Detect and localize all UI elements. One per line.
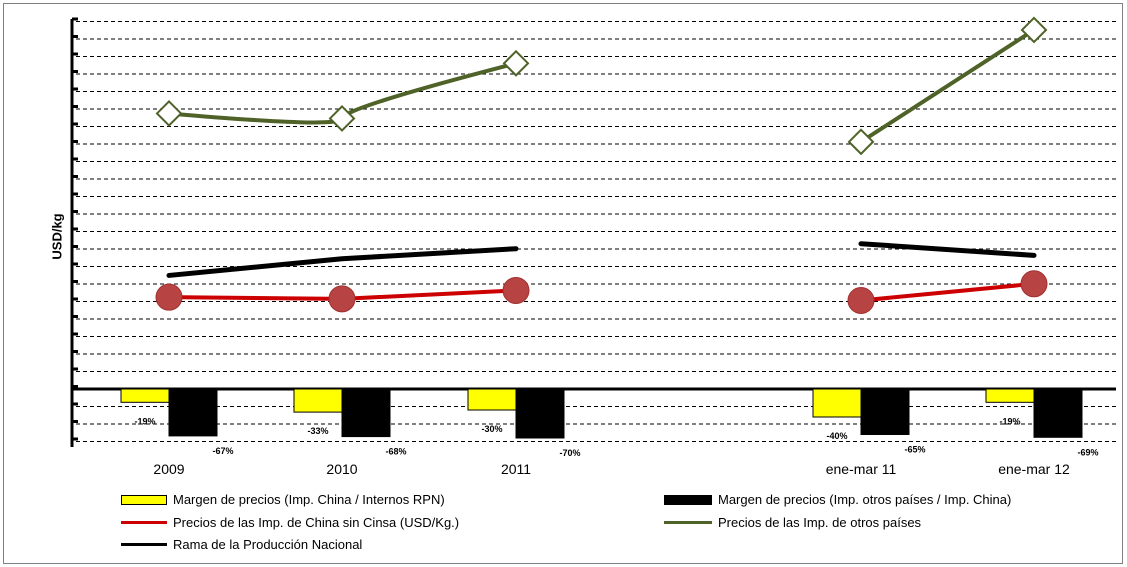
x-tick-label: ene-mar 11 (826, 461, 897, 477)
bar-data-label: -68% (385, 447, 406, 457)
legend-label: Margen de precios (Imp. otros países / I… (718, 492, 1012, 507)
legend-swatch-black-bar (664, 494, 712, 505)
legend-item-china-prices: Precios de las Imp. de China sin Cinsa (… (121, 515, 459, 530)
bar-data-label: -40% (826, 431, 847, 441)
legend-item-other-prices: Precios de las Imp. de otros países (664, 515, 921, 530)
legend-item-margin-china: Margen de precios (Imp. China / Internos… (121, 492, 445, 507)
bar-margin-china (467, 388, 517, 411)
bar-data-label: -33% (307, 426, 328, 436)
bar-margin-others (860, 388, 910, 435)
x-tick-label: 2011 (501, 461, 531, 477)
data-point-diamond (847, 128, 875, 156)
bar-data-label: -30% (481, 424, 502, 434)
legend-label: Precios de las Imp. de China sin Cinsa (… (173, 515, 460, 530)
data-point-diamond (328, 105, 356, 132)
bar-data-label: -19% (999, 416, 1020, 426)
legend-swatch-yellow-bar (121, 494, 167, 505)
data-point-circle (847, 286, 875, 314)
x-tick-label: 2010 (326, 461, 357, 477)
bar-data-label: -19% (134, 416, 155, 426)
data-point-circle (1020, 270, 1048, 298)
bar-data-label: -67% (212, 446, 233, 456)
chart-frame: -19% -33% -30% -40% -19% -67% -68% -70% -65% -69%… (3, 3, 1123, 564)
bar-margin-others (515, 388, 565, 439)
bar-margin-china (985, 388, 1035, 403)
data-point-circle (328, 285, 356, 313)
data-point-diamond (1020, 16, 1048, 44)
legend-label: Margen de precios (Imp. China / Internos… (173, 492, 445, 507)
bar-data-label: -65% (904, 445, 925, 455)
data-point-diamond (502, 49, 530, 77)
bar-margin-china (293, 388, 343, 413)
data-point-circle (155, 283, 183, 311)
legend-swatch-red-line (121, 521, 167, 524)
series-line (859, 27, 1036, 144)
x-tick-label: 2009 (153, 461, 184, 477)
bar-data-label: -69% (1077, 447, 1098, 457)
bar-margin-others (1033, 388, 1083, 438)
legend-swatch-black-line (121, 543, 167, 546)
chart-svg: -19% -33% -30% -40% -19% -67% -68% -70% -65% -69%… (70, 16, 1116, 477)
bar-margin-others (168, 388, 218, 437)
legend-item-margin-others: Margen de precios (Imp. otros países / I… (664, 492, 1011, 507)
bar-margin-china (812, 388, 862, 418)
legend-label: Rama de la Producción Nacional (173, 537, 363, 552)
bar-data-label: -70% (559, 448, 580, 458)
bar-margin-others (341, 388, 391, 438)
y-axis-label: USD/kg (49, 213, 65, 260)
series-line (166, 246, 519, 278)
x-tick-label: ene-mar 12 (998, 461, 1070, 477)
legend-swatch-green-line (664, 521, 712, 524)
series-line (858, 241, 1037, 258)
data-point-circle (502, 276, 530, 304)
bar-margin-china (120, 388, 170, 403)
legend-label: Precios de las Imp. de otros países (718, 515, 922, 530)
series-line (859, 281, 1036, 303)
data-point-diamond (155, 100, 183, 127)
legend-item-rpn: Rama de la Producción Nacional (121, 537, 362, 552)
